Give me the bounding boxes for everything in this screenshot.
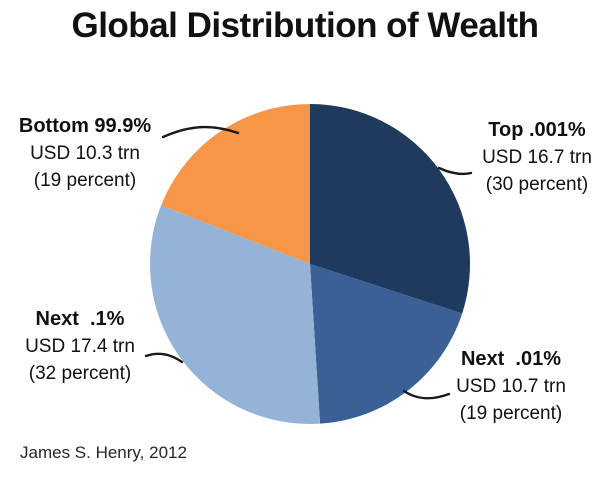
callout-next-01-value: USD 10.7 trn [456, 376, 566, 397]
callout-next-1-value: USD 17.4 trn [25, 336, 135, 357]
pie-slice-1-next-01 [310, 264, 463, 424]
pie-slices [150, 104, 471, 424]
leader-line-bottom-99-9 [161, 125, 240, 139]
callout-top-001-percent: (30 percent) [485, 174, 589, 195]
callout-top-001-value: USD 16.7 trn [482, 147, 592, 168]
leader-line-next-01 [402, 389, 451, 400]
callout-next-01: Next .01% USD 10.7 trn (19 percent) [436, 346, 586, 427]
leader-line-top-001 [437, 166, 473, 176]
callout-bottom-99-9: Bottom 99.9% USD 10.3 trn (19 percent) [5, 113, 165, 194]
callout-bottom-99-9-value: USD 10.3 trn [30, 143, 140, 164]
callout-top-001-label: Top .001% [488, 119, 586, 141]
source-attribution: James S. Henry, 2012 [20, 443, 187, 462]
pie-slice-3-bottom-99-9 [161, 104, 310, 264]
callout-top-001: Top .001% USD 16.7 trn (30 percent) [462, 117, 610, 198]
callout-next-1-label: Next .1% [35, 308, 125, 330]
pie-slice-2-next-1 [150, 205, 321, 424]
leader-line-next-1 [144, 352, 184, 364]
callout-next-01-label: Next .01% [460, 348, 562, 370]
callout-bottom-99-9-label: Bottom 99.9% [18, 115, 152, 137]
pie-slice-0-top-001 [310, 104, 471, 314]
callout-next-01-percent: (19 percent) [459, 403, 563, 424]
callout-next-1: Next .1% USD 17.4 trn (32 percent) [0, 306, 160, 387]
callout-next-1-percent: (32 percent) [28, 363, 132, 384]
chart-title: Global Distribution of Wealth [71, 6, 539, 45]
callout-bottom-99-9-percent: (19 percent) [33, 170, 137, 191]
